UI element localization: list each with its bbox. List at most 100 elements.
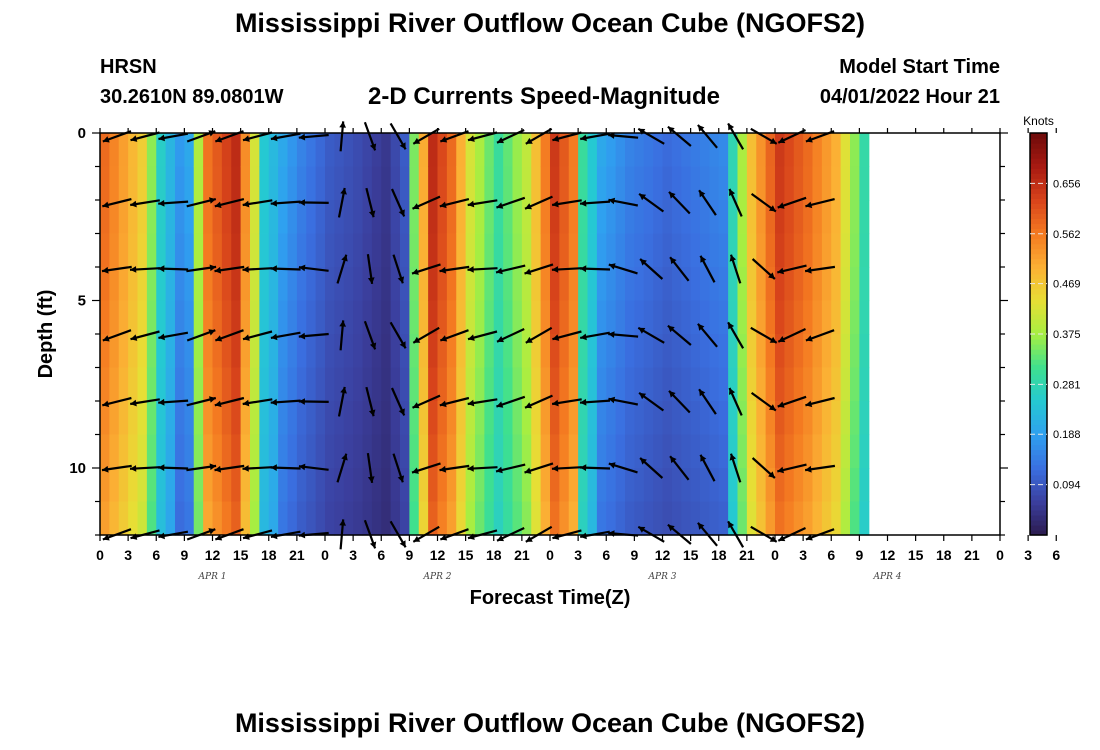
vector-head [525, 137, 533, 144]
heatmap-cell [596, 133, 607, 168]
heatmap-cell [531, 468, 542, 503]
heatmap-cell [296, 501, 307, 536]
heatmap-cell [343, 434, 354, 469]
vector-head [699, 389, 706, 397]
vector-head [580, 200, 587, 207]
colorbar: Knots 0.094 0.188 0.281 0.375 0.469 0.562 0.656 [1023, 114, 1081, 536]
heatmap-cell [137, 200, 148, 235]
heatmap-cell [278, 166, 289, 201]
heatmap-cell [643, 367, 654, 402]
colorbar-segment [1030, 334, 1047, 340]
heatmap-cell [306, 401, 317, 436]
heatmap-cell [137, 401, 148, 436]
heatmap-cell [578, 334, 589, 369]
heatmap-cell [521, 233, 532, 268]
current-vector [186, 463, 217, 472]
heatmap-cell [287, 166, 298, 201]
heatmap-cell [662, 166, 673, 201]
heatmap-cell [315, 166, 326, 201]
heatmap-cell [512, 267, 523, 302]
heatmap-cell [765, 267, 776, 302]
heatmap-cell [193, 468, 204, 503]
vector-head [697, 124, 705, 132]
heatmap-cell [465, 200, 476, 235]
heatmap-cell [812, 501, 823, 536]
heatmap-cell [812, 233, 823, 268]
heatmap-cell [175, 300, 185, 335]
heatmap-cell [531, 233, 542, 268]
current-vector [777, 463, 807, 474]
heatmap-cell [821, 501, 832, 536]
heatmap-cell [615, 233, 626, 268]
heatmap-cell [718, 501, 729, 536]
heatmap-cell [606, 233, 617, 268]
current-vector [467, 266, 498, 273]
current-vector [412, 127, 440, 145]
heatmap-cell [559, 501, 570, 536]
heatmap-cell [278, 233, 289, 268]
current-vector [608, 462, 638, 474]
y-tick-label: 5 [78, 293, 86, 310]
heatmap-cell [418, 233, 429, 268]
heatmap-cell [456, 200, 467, 235]
colorbar-segment [1030, 288, 1047, 295]
heatmap-cell [643, 468, 654, 503]
heatmap-cell [456, 334, 467, 369]
date-label: APR 2 [423, 572, 452, 582]
heatmap-cell [587, 267, 598, 302]
heatmap-cell [503, 133, 514, 168]
heatmap-cell [250, 501, 260, 536]
heatmap-cell [850, 166, 860, 201]
heatmap-cell [634, 334, 645, 369]
heatmap-cell [493, 468, 504, 503]
heatmap-cell [615, 434, 626, 469]
colorbar-segment [1030, 273, 1047, 280]
heatmap-cell [184, 233, 195, 268]
heatmap-cell [718, 434, 729, 469]
heatmap-cell [165, 468, 176, 503]
heatmap-cell [118, 300, 129, 335]
heatmap-cell [156, 200, 167, 235]
heatmap-cell [184, 468, 195, 503]
heatmap-cell [343, 200, 354, 235]
vector-head [242, 399, 250, 407]
heatmap-cell [793, 468, 804, 503]
current-vector [158, 200, 189, 207]
heatmap-cell [100, 133, 110, 168]
vector-head [298, 398, 305, 405]
heatmap-cell [559, 468, 570, 503]
heatmap-cell [775, 434, 785, 469]
heatmap-cell [334, 501, 345, 536]
current-vector [130, 330, 160, 341]
heatmap-cell [128, 367, 139, 402]
heatmap-cell [484, 267, 495, 302]
heatmap-cell [653, 300, 664, 335]
heatmap-cell [456, 501, 467, 536]
vector-head [130, 266, 137, 273]
current-vector [551, 199, 582, 208]
heatmap-cell [240, 133, 251, 168]
heatmap-cell [634, 300, 645, 335]
heatmap-cell [212, 267, 223, 302]
heatmap-cell [653, 233, 664, 268]
colorbar-segment [1030, 298, 1047, 305]
heatmap-cell [231, 300, 242, 335]
current-vector [697, 124, 718, 149]
heatmap-cell [531, 501, 542, 536]
current-vector [699, 255, 716, 283]
heatmap-cell [662, 300, 673, 335]
heatmap-cell [831, 468, 842, 503]
heatmap-cell [156, 501, 167, 536]
heatmap-cell [765, 468, 776, 503]
heatmap-cell [128, 166, 139, 201]
heatmap-cell [221, 300, 232, 335]
current-vector [270, 265, 301, 273]
heatmap-cell [606, 200, 617, 235]
vector-head [214, 201, 222, 209]
heatmap-cell [784, 468, 795, 503]
heatmap-cell [278, 133, 289, 168]
vector-head [102, 136, 110, 143]
colorbar-tick-label: 0.656 [1053, 178, 1081, 190]
heatmap-cell [409, 434, 420, 469]
heatmap-cell [531, 401, 542, 436]
